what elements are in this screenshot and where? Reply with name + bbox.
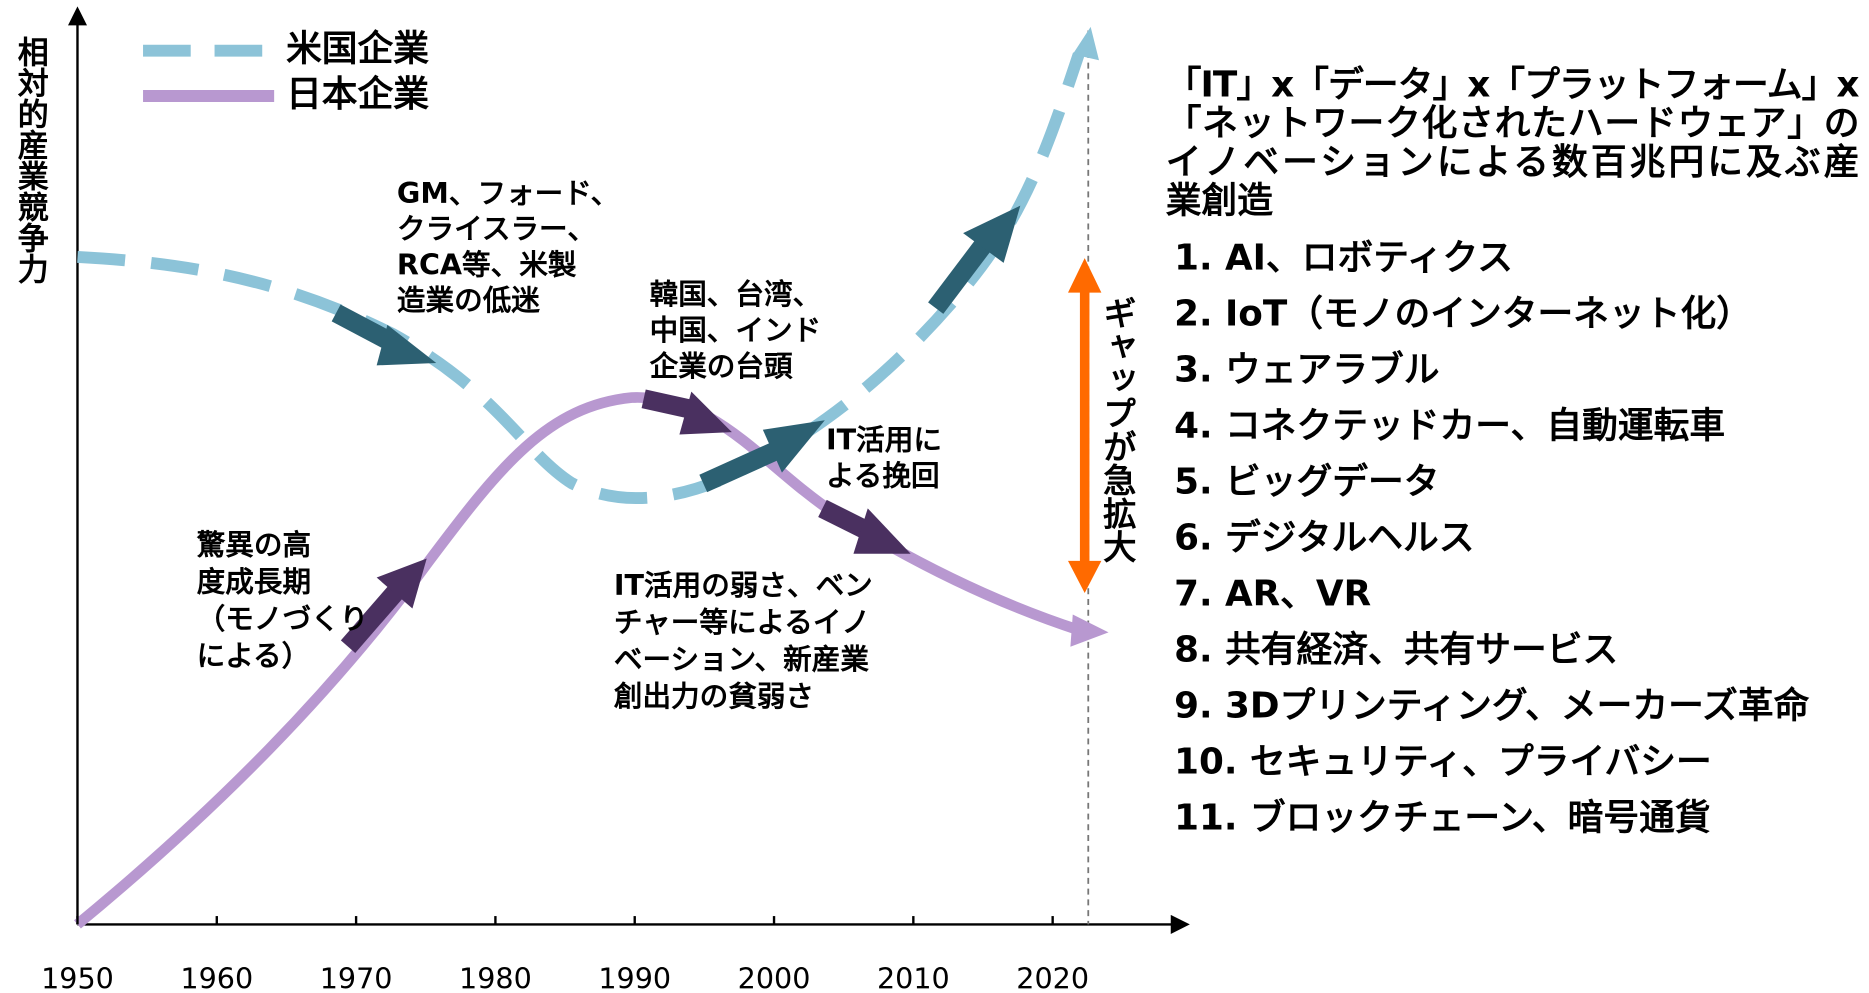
list-item: 6. デジタルヘルス (1174, 517, 1474, 558)
list-item: 3. ウェアラブル (1174, 349, 1439, 390)
list-item: 1. AI、ロボティクス (1174, 237, 1513, 278)
annotation: 中国、インド (650, 313, 822, 347)
annotation: （モノづくり (197, 601, 369, 635)
list-item: 4. コネクテッドカー、自動運転車 (1174, 405, 1725, 446)
gap-label: ギャップが急拡大 (1097, 296, 1136, 563)
annotation: 韓国、台湾、 (650, 277, 822, 311)
jp-arrowhead (1070, 614, 1109, 647)
annotation: 造業の低迷 (397, 283, 540, 317)
annotation: クライスラー、 (397, 212, 596, 246)
x-tick-label: 1990 (598, 961, 671, 993)
x-tick-label: 2020 (1016, 961, 1089, 993)
us-curve (77, 52, 1085, 505)
x-tick-label: 1960 (180, 961, 253, 993)
us-arrowhead (1072, 26, 1099, 61)
x-tick-label: 2010 (877, 961, 950, 993)
list-item: 10. セキュリティ、プライバシー (1174, 742, 1712, 783)
annotation: 驚異の高 (197, 528, 311, 562)
headline: 業創造 (1166, 181, 1274, 222)
headline: 「ネットワーク化されたハードウェア」の (1166, 103, 1860, 144)
annotation: よる挽回 (826, 458, 940, 492)
legend-jp: 日本企業 (286, 74, 429, 115)
headline: イノベーションによる数百兆円に及ぶ産 (1166, 142, 1860, 183)
x-tick-label: 1950 (41, 961, 114, 993)
legend-us: 米国企業 (286, 29, 429, 70)
annotation: RCA等、米製 (397, 247, 577, 281)
gap-arrowheads (1068, 258, 1102, 594)
list-item: 11. ブロックチェーン、暗号通貨 (1174, 798, 1711, 839)
y-axis-label: 相対的産業競争力 (12, 36, 48, 285)
annotation: IT活用の弱さ、ベン (614, 568, 873, 602)
x-tick-label: 1980 (459, 961, 532, 993)
x-tick-label: 2000 (738, 961, 811, 993)
annotation: IT活用に (826, 423, 942, 457)
trend-arrows (331, 205, 1021, 653)
annotation: 企業の台頭 (650, 349, 793, 383)
list-item: 8. 共有経済、共有サービス (1174, 629, 1618, 670)
annotation: による） (197, 638, 311, 672)
annotation: GM、フォード、 (397, 176, 619, 210)
annotation: チャー等によるイノ (614, 605, 870, 639)
x-tick-label: 1970 (320, 961, 393, 993)
list-item: 7. AR、VR (1174, 573, 1371, 614)
list-item: 2. IoT（モノのインターネット化） (1174, 293, 1752, 334)
annotation: ベーション、新産業 (614, 642, 869, 676)
jp-curve (74, 392, 1081, 929)
list-item: 5. ビッグデータ (1174, 461, 1439, 502)
headline: 「IT」x「データ」x「プラットフォーム」x (1166, 64, 1860, 105)
annotation: 度成長期 (197, 565, 311, 599)
annotation: 創出力の貧弱さ (614, 679, 814, 713)
list-item: 9. 3Dプリンティング、メーカーズ革命 (1174, 685, 1810, 726)
